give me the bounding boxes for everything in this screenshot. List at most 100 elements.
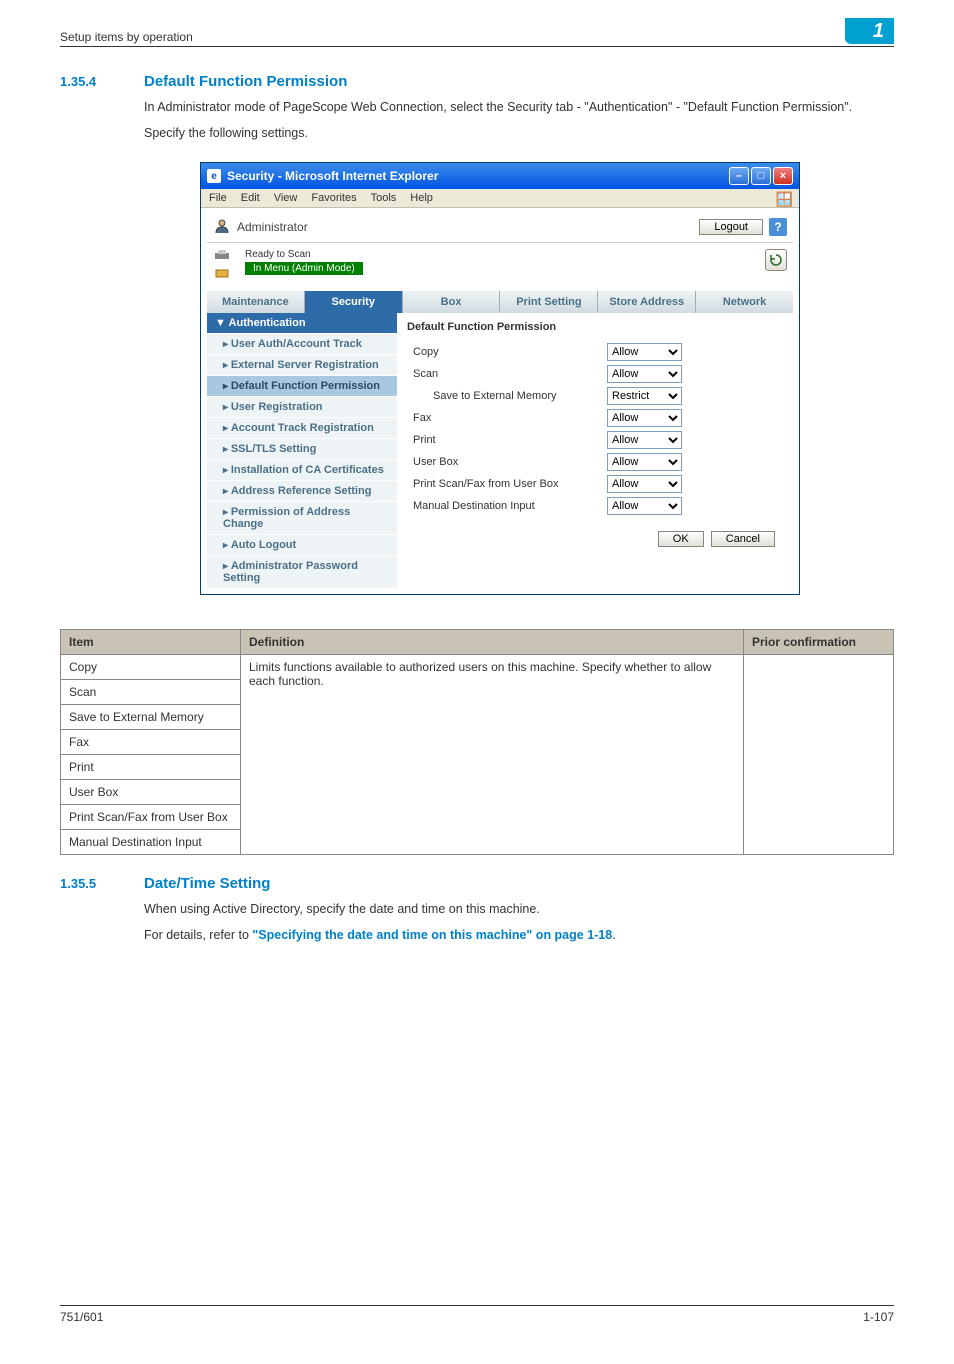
th-prior: Prior confirmation xyxy=(744,630,894,655)
permission-select[interactable]: AllowRestrict xyxy=(607,475,682,493)
section-heading: 1.35.5 Date/Time Setting xyxy=(60,875,894,892)
section-paragraph: Specify the following settings. xyxy=(144,124,894,142)
sidebar-item-administrator-password-setting[interactable]: Administrator Password Setting xyxy=(207,555,397,588)
section-paragraph: When using Active Directory, specify the… xyxy=(144,900,894,918)
item-cell: Fax xyxy=(61,730,241,755)
item-cell: User Box xyxy=(61,780,241,805)
permission-row: Print Scan/Fax from User BoxAllowRestric… xyxy=(407,473,783,495)
permission-row: CopyAllowRestrict xyxy=(407,341,783,363)
tab-box[interactable]: Box xyxy=(403,291,501,313)
ie-icon: e xyxy=(207,169,221,183)
permission-select[interactable]: AllowRestrict xyxy=(607,431,682,449)
sidebar-item-address-reference-setting[interactable]: Address Reference Setting xyxy=(207,480,397,501)
section-number: 1.35.4 xyxy=(60,74,144,89)
permission-label: Scan xyxy=(407,368,607,380)
ok-button[interactable]: OK xyxy=(658,531,704,547)
ie-flag-icon: 🪟 xyxy=(776,191,793,208)
permission-label: User Box xyxy=(407,456,607,468)
item-cell: Manual Destination Input xyxy=(61,830,241,855)
section-heading: 1.35.4 Default Function Permission xyxy=(60,73,894,90)
section-title: Date/Time Setting xyxy=(144,875,270,892)
page-footer: 751/601 1-107 xyxy=(60,1305,894,1324)
permission-select[interactable]: AllowRestrict xyxy=(607,387,682,405)
section-number: 1.35.5 xyxy=(60,876,144,891)
table-row: CopyLimits functions available to author… xyxy=(61,655,894,680)
item-cell: Save to External Memory xyxy=(61,705,241,730)
tab-store-address[interactable]: Store Address xyxy=(598,291,696,313)
item-cell: Copy xyxy=(61,655,241,680)
permission-label: Save to External Memory xyxy=(407,390,607,402)
sidebar-item-external-server-registration[interactable]: External Server Registration xyxy=(207,354,397,375)
refresh-button[interactable] xyxy=(765,249,787,271)
menu-favorites[interactable]: Favorites xyxy=(311,192,356,204)
cancel-button[interactable]: Cancel xyxy=(711,531,775,547)
section-paragraph: In Administrator mode of PageScope Web C… xyxy=(144,98,894,116)
permission-label: Print xyxy=(407,434,607,446)
footer-right: 1-107 xyxy=(863,1310,894,1324)
window-maximize-button[interactable]: □ xyxy=(751,167,771,185)
permission-select[interactable]: AllowRestrict xyxy=(607,365,682,383)
definition-table: Item Definition Prior confirmation CopyL… xyxy=(60,629,894,855)
sidebar-item-ssl-tls-setting[interactable]: SSL/TLS Setting xyxy=(207,438,397,459)
status-mode: In Menu (Admin Mode) xyxy=(245,262,363,275)
window-title: Security - Microsoft Internet Explorer xyxy=(227,169,438,183)
sidebar-header[interactable]: Authentication xyxy=(207,313,397,333)
prior-cell xyxy=(744,655,894,855)
permission-select[interactable]: AllowRestrict xyxy=(607,497,682,515)
item-cell: Print Scan/Fax from User Box xyxy=(61,805,241,830)
cross-reference-link[interactable]: "Specifying the date and time on this ma… xyxy=(252,928,612,942)
tab-maintenance[interactable]: Maintenance xyxy=(207,291,305,313)
th-definition: Definition xyxy=(241,630,744,655)
menu-file[interactable]: File xyxy=(209,192,227,204)
header-left-text: Setup items by operation xyxy=(60,30,193,44)
menu-edit[interactable]: Edit xyxy=(241,192,260,204)
help-icon[interactable]: ? xyxy=(769,218,787,236)
permission-label: Copy xyxy=(407,346,607,358)
item-cell: Scan xyxy=(61,680,241,705)
status-ready: Ready to Scan xyxy=(245,249,363,260)
permission-row: PrintAllowRestrict xyxy=(407,429,783,451)
th-item: Item xyxy=(61,630,241,655)
sidebar-item-permission-of-address-change[interactable]: Permission of Address Change xyxy=(207,501,397,534)
menu-view[interactable]: View xyxy=(274,192,298,204)
permission-row: FaxAllowRestrict xyxy=(407,407,783,429)
sidebar-item-installation-of-ca-certificates[interactable]: Installation of CA Certificates xyxy=(207,459,397,480)
permission-row: Save to External MemoryAllowRestrict xyxy=(407,385,783,407)
definition-cell: Limits functions available to authorized… xyxy=(241,655,744,855)
sidebar-item-account-track-registration[interactable]: Account Track Registration xyxy=(207,417,397,438)
menu-help[interactable]: Help xyxy=(410,192,433,204)
ie-menubar: File Edit View Favorites Tools Help 🪟 xyxy=(201,189,799,208)
permission-select[interactable]: AllowRestrict xyxy=(607,343,682,361)
item-cell: Print xyxy=(61,755,241,780)
window-titlebar: e Security - Microsoft Internet Explorer… xyxy=(201,163,799,189)
footer-left: 751/601 xyxy=(60,1310,103,1324)
section-paragraph: For details, refer to "Specifying the da… xyxy=(144,926,894,944)
page-header: Setup items by operation 1 xyxy=(60,18,894,47)
permission-label: Manual Destination Input xyxy=(407,500,607,512)
sidebar-item-user-auth-account-track[interactable]: User Auth/Account Track xyxy=(207,333,397,354)
permission-row: Manual Destination InputAllowRestrict xyxy=(407,495,783,517)
pane-title: Default Function Permission xyxy=(407,317,783,341)
printer-icon xyxy=(213,249,241,265)
tab-security[interactable]: Security xyxy=(305,291,403,313)
window-minimize-button[interactable]: – xyxy=(729,167,749,185)
tab-network[interactable]: Network xyxy=(696,291,793,313)
logout-button[interactable]: Logout xyxy=(699,219,763,235)
sidebar-item-default-function-permission[interactable]: Default Function Permission xyxy=(207,375,397,396)
permission-row: ScanAllowRestrict xyxy=(407,363,783,385)
ie-screenshot: e Security - Microsoft Internet Explorer… xyxy=(200,162,800,595)
permission-select[interactable]: AllowRestrict xyxy=(607,409,682,427)
admin-label: Administrator xyxy=(237,220,699,234)
chapter-badge: 1 xyxy=(845,18,894,44)
menu-tools[interactable]: Tools xyxy=(371,192,397,204)
window-close-button[interactable]: × xyxy=(773,167,793,185)
section-title: Default Function Permission xyxy=(144,73,347,90)
permission-label: Fax xyxy=(407,412,607,424)
sidebar-item-auto-logout[interactable]: Auto Logout xyxy=(207,534,397,555)
tab-print-setting[interactable]: Print Setting xyxy=(500,291,598,313)
permission-row: User BoxAllowRestrict xyxy=(407,451,783,473)
permission-select[interactable]: AllowRestrict xyxy=(607,453,682,471)
permission-label: Print Scan/Fax from User Box xyxy=(407,478,607,490)
sidebar-item-user-registration[interactable]: User Registration xyxy=(207,396,397,417)
user-icon xyxy=(213,218,231,236)
